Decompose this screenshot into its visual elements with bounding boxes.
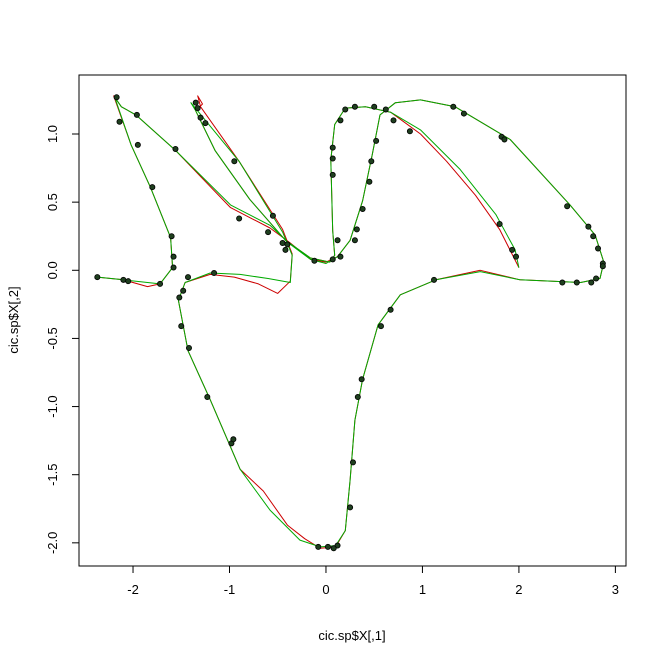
point xyxy=(377,323,384,330)
point xyxy=(564,203,571,210)
point xyxy=(342,106,349,113)
point xyxy=(358,376,365,383)
x-tick-label: 2 xyxy=(515,582,522,597)
point xyxy=(204,394,211,401)
point xyxy=(573,279,580,286)
x-tick-label: 0 xyxy=(322,582,329,597)
point xyxy=(194,105,201,112)
point xyxy=(382,106,389,113)
point xyxy=(125,278,132,285)
point xyxy=(265,229,272,236)
point xyxy=(351,103,358,110)
point xyxy=(202,120,209,127)
point xyxy=(387,306,394,313)
point xyxy=(236,215,243,222)
point xyxy=(559,279,566,286)
point xyxy=(329,171,336,178)
point xyxy=(185,344,192,351)
point xyxy=(284,241,291,248)
curve xyxy=(97,96,605,548)
x-tick-label: -2 xyxy=(127,582,139,597)
y-tick-label: -0.5 xyxy=(45,327,60,349)
point xyxy=(390,117,397,124)
point xyxy=(513,253,520,260)
point xyxy=(588,279,595,286)
point xyxy=(157,280,164,287)
x-tick-label: 3 xyxy=(612,582,619,597)
point xyxy=(359,205,366,212)
point xyxy=(431,276,438,283)
point xyxy=(94,274,101,281)
y-tick-label: 0.0 xyxy=(45,261,60,279)
point xyxy=(185,274,192,281)
point xyxy=(351,237,358,244)
point xyxy=(406,128,413,135)
point xyxy=(368,158,375,165)
point xyxy=(330,545,337,552)
point xyxy=(329,256,336,263)
y-tick-label: -2.0 xyxy=(45,532,60,554)
y-axis-label: cic.sp$X[,2] xyxy=(6,286,21,353)
point xyxy=(337,117,344,124)
point xyxy=(168,233,175,240)
point xyxy=(180,287,187,294)
point xyxy=(170,264,177,271)
point xyxy=(329,155,336,162)
point xyxy=(371,103,378,110)
point xyxy=(172,145,179,152)
point xyxy=(279,240,286,247)
point xyxy=(149,184,156,191)
point xyxy=(337,253,344,260)
point xyxy=(311,257,318,264)
point xyxy=(120,276,127,283)
x-axis-label: cic.sp$X[,1] xyxy=(318,628,385,643)
point xyxy=(269,212,276,219)
point xyxy=(324,543,331,550)
point xyxy=(230,436,237,443)
point xyxy=(509,246,516,253)
point xyxy=(197,114,204,121)
point xyxy=(178,323,185,330)
y-tick-label: 1.0 xyxy=(45,125,60,143)
point xyxy=(192,99,199,106)
x-tick-label: 1 xyxy=(419,582,426,597)
point xyxy=(282,246,289,253)
point xyxy=(501,136,508,143)
point xyxy=(373,137,380,144)
point xyxy=(366,178,373,185)
x-tick-label: -1 xyxy=(224,582,236,597)
point xyxy=(116,118,123,125)
point xyxy=(496,220,503,227)
point xyxy=(134,141,141,148)
point xyxy=(170,253,177,260)
point xyxy=(450,103,457,110)
point xyxy=(460,110,467,117)
point xyxy=(349,459,356,466)
y-tick-label: 0.5 xyxy=(45,193,60,211)
point xyxy=(315,543,322,550)
point xyxy=(176,294,183,301)
point xyxy=(231,158,238,165)
point xyxy=(329,144,336,151)
point xyxy=(211,270,218,277)
point xyxy=(585,223,592,230)
point xyxy=(113,94,120,101)
point xyxy=(334,237,341,244)
point xyxy=(599,263,606,270)
point xyxy=(347,504,354,511)
plot-frame xyxy=(78,74,627,567)
point xyxy=(590,233,597,240)
y-tick-label: -1.0 xyxy=(45,395,60,417)
y-tick-label: -1.5 xyxy=(45,463,60,485)
point xyxy=(593,275,600,282)
point xyxy=(595,245,602,252)
point xyxy=(133,111,140,118)
point xyxy=(353,226,360,233)
point xyxy=(354,394,361,401)
